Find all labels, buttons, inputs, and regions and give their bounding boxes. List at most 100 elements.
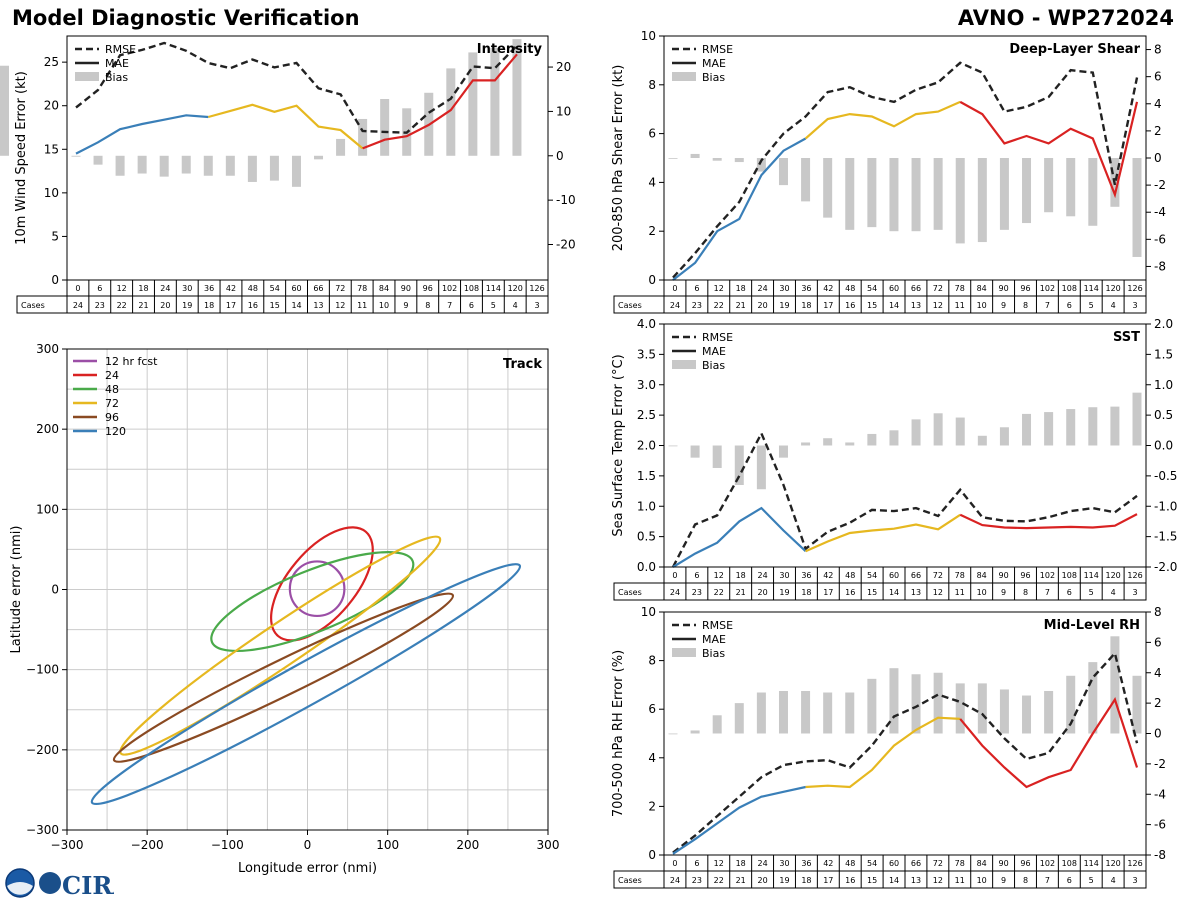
sst-hour-cell: 48 bbox=[845, 571, 855, 580]
shear-bias-bar bbox=[712, 158, 722, 161]
rh-hour-cell: 12 bbox=[714, 859, 724, 868]
shear-y2-tick-label: 4 bbox=[1154, 97, 1162, 111]
track-y-axis-label: Latitude error (nmi) bbox=[9, 526, 24, 654]
rh-legend-bias: Bias bbox=[702, 647, 725, 660]
sst-bias-bar bbox=[690, 445, 700, 458]
sst-y-tick-label: 0.0 bbox=[637, 560, 656, 574]
track-legend-label: 12 hr fcst bbox=[105, 355, 158, 368]
sst-case-cell: 8 bbox=[1023, 588, 1028, 597]
track-y-tick-label: 100 bbox=[36, 502, 59, 516]
rh-bias-bar bbox=[712, 715, 722, 734]
shear-case-cell: 14 bbox=[889, 301, 899, 310]
sst-hour-cell: 36 bbox=[801, 571, 811, 580]
shear-case-cell: 18 bbox=[801, 301, 811, 310]
rh-case-cell: 14 bbox=[889, 876, 899, 885]
sst-y-tick-label: 1.0 bbox=[637, 499, 656, 513]
sst-case-cell: 19 bbox=[779, 588, 789, 597]
intensity-hour-cell: 54 bbox=[270, 284, 280, 293]
shear-y2-tick-label: -8 bbox=[1154, 259, 1166, 273]
rh-case-cell: 10 bbox=[977, 876, 987, 885]
intensity-case-cell: 13 bbox=[313, 301, 323, 310]
shear-bias-bar bbox=[955, 158, 965, 244]
sst-y-tick-label: 4.0 bbox=[637, 317, 656, 331]
shear-legend-mae: MAE bbox=[702, 57, 726, 70]
sst-case-cell: 20 bbox=[757, 588, 767, 597]
shear-bias-bar bbox=[1088, 158, 1098, 226]
sst-legend-rmse: RMSE bbox=[702, 331, 733, 344]
sst-legend-mae: MAE bbox=[702, 345, 726, 358]
sst-bias-bar bbox=[1066, 409, 1076, 446]
shear-y2-tick-label: 0 bbox=[1154, 151, 1162, 165]
chart-track: −300 −200 −100 0 100 200 300 −300 −200 −100 0 100 20… bbox=[9, 342, 559, 876]
rh-mae-line-early bbox=[672, 785, 806, 855]
track-x-tick-label: −200 bbox=[131, 838, 164, 852]
rh-case-cell: 9 bbox=[1001, 876, 1006, 885]
intensity-y-tick-label: 20 bbox=[44, 99, 59, 113]
shear-y2-tick-label: 2 bbox=[1154, 124, 1162, 138]
track-x-tick-label: 200 bbox=[456, 838, 479, 852]
intensity-hour-cell: 12 bbox=[117, 284, 127, 293]
rh-case-cell: 20 bbox=[757, 876, 767, 885]
rh-y-tick-label: 4 bbox=[648, 751, 656, 765]
rh-bias-bar bbox=[1022, 695, 1032, 734]
rh-y-axis-label: 700-500 hPa RH Error (%) bbox=[611, 650, 626, 817]
sst-bias-bar bbox=[1088, 407, 1098, 446]
shear-hour-cell: 36 bbox=[801, 284, 811, 293]
intensity-legend-bias-swatch bbox=[75, 72, 99, 81]
sst-bias-bar bbox=[1132, 392, 1142, 446]
rh-bias-bar bbox=[1132, 675, 1142, 734]
sst-case-cell: 9 bbox=[1001, 588, 1006, 597]
rh-hour-cell: 72 bbox=[933, 859, 943, 868]
rh-bias-bar bbox=[801, 690, 811, 734]
sst-y-axis-label: Sea Surface Temp Error (°C) bbox=[611, 354, 626, 536]
intensity-case-cell: 3 bbox=[535, 301, 540, 310]
track-y-tick-label: −300 bbox=[26, 823, 59, 837]
rh-case-cell: 13 bbox=[911, 876, 921, 885]
shear-bias-bar bbox=[867, 158, 877, 228]
rh-mae-line-mid bbox=[805, 716, 961, 789]
shear-case-cell: 19 bbox=[779, 301, 789, 310]
sst-y2-tick-label: -1.5 bbox=[1154, 530, 1177, 544]
rh-case-cell: 6 bbox=[1067, 876, 1072, 885]
intensity-bias-bar bbox=[247, 155, 257, 182]
track-x-tick-label: −100 bbox=[211, 838, 244, 852]
shear-hour-cell: 42 bbox=[823, 284, 833, 293]
shear-bias-bar bbox=[845, 158, 855, 230]
shear-y2-tick-label: 6 bbox=[1154, 70, 1162, 84]
sst-y-tick-label: 1.5 bbox=[637, 469, 656, 483]
shear-hour-cell: 84 bbox=[977, 284, 987, 293]
intensity-bias-bar bbox=[115, 155, 125, 176]
intensity-case-cell: 12 bbox=[335, 301, 345, 310]
sst-hour-cell: 12 bbox=[714, 571, 724, 580]
sst-y2-tick-label: 1.0 bbox=[1154, 378, 1173, 392]
rh-y2-tick-label: 4 bbox=[1154, 666, 1162, 680]
intensity-hour-cell: 42 bbox=[226, 284, 236, 293]
sst-case-cell: 11 bbox=[955, 588, 965, 597]
page-title: Model Diagnostic Verification bbox=[12, 6, 360, 30]
rh-case-cell: 19 bbox=[779, 876, 789, 885]
shear-bias-bar bbox=[823, 158, 833, 218]
intensity-hour-cell: 48 bbox=[248, 284, 258, 293]
shear-hour-cell: 30 bbox=[779, 284, 789, 293]
intensity-hour-cell: 126 bbox=[529, 284, 544, 293]
shear-y-tick-label: 4 bbox=[648, 175, 656, 189]
intensity-bias-bar bbox=[159, 155, 169, 177]
rh-case-cell: 4 bbox=[1111, 876, 1116, 885]
sst-bias-bar bbox=[668, 445, 678, 447]
sst-y2-tick-label: 0.0 bbox=[1154, 439, 1173, 453]
intensity-y2-tick-label: 20 bbox=[556, 60, 571, 74]
shear-hour-cell: 24 bbox=[757, 284, 767, 293]
intensity-bias-bar bbox=[490, 47, 500, 156]
track-y-tick-label: 300 bbox=[36, 342, 59, 356]
intensity-case-cell: 14 bbox=[291, 301, 301, 310]
shear-hour-cell: 66 bbox=[911, 284, 921, 293]
rh-y-tick-label: 2 bbox=[648, 799, 656, 813]
intensity-mae-line-early bbox=[75, 114, 209, 155]
rh-hour-cell: 42 bbox=[823, 859, 833, 868]
sst-bias-bar bbox=[1110, 406, 1120, 446]
intensity-legend-rmse: RMSE bbox=[105, 43, 136, 56]
sst-y2-tick-label: 0.5 bbox=[1154, 408, 1173, 422]
shear-case-cell: 3 bbox=[1132, 301, 1137, 310]
